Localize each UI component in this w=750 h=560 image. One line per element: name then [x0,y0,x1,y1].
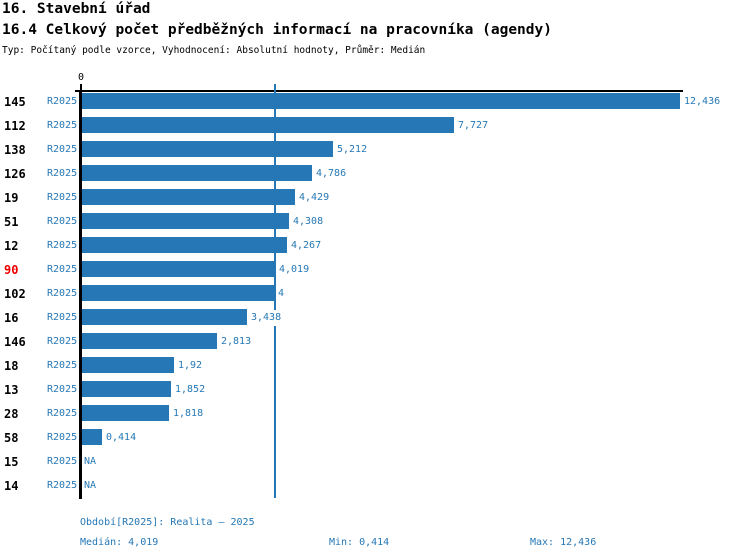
row-bar [82,309,248,325]
row-period-label: R2025 [47,96,78,107]
row-category-label: 12 [4,239,19,253]
row-category-label: 112 [4,119,26,133]
row-category-label: 126 [4,167,26,181]
row-value-label: 5,212 [337,142,368,158]
row-period-label: R2025 [47,144,78,155]
row-bar [82,405,170,421]
row-category-label: 16 [4,311,19,325]
row-value-label: 7,727 [458,118,489,134]
chart-row: 145 R2025 12,436 [0,92,750,116]
row-bar [82,141,333,157]
row-value-label: 1,852 [175,382,206,398]
row-period-label: R2025 [47,408,78,419]
chart-row: 15 R2025 NA [0,452,750,476]
chart-row: 90 R2025 4,019 [0,260,750,284]
row-period-label: R2025 [47,288,78,299]
footer-min-label: Min: 0,414 [329,537,390,548]
row-period-label: R2025 [47,312,78,323]
chart-row: 16 R2025 3,438 [0,308,750,332]
row-category-label: 13 [4,383,19,397]
row-bar [82,333,218,349]
chart-row: 146 R2025 2,813 [0,332,750,356]
row-period-label: R2025 [47,240,78,251]
row-bar [82,261,276,277]
row-value-label: 4 [278,286,285,302]
row-category-label: 28 [4,407,19,421]
row-bar [82,213,290,229]
chart-row: 13 R2025 1,852 [0,380,750,404]
row-bar [82,189,295,205]
footer-max-label: Max: 12,436 [530,537,597,548]
median-reference-line [274,84,276,498]
row-period-label: R2025 [47,216,78,227]
row-period-label: R2025 [47,264,78,275]
chart-row: 58 R2025 0,414 [0,428,750,452]
chart-row: 14 R2025 NA [0,476,750,500]
row-bar [82,237,288,253]
chart-row: 12 R2025 4,267 [0,236,750,260]
row-value-label: 4,786 [316,166,347,182]
row-period-label: R2025 [47,432,78,443]
row-period-label: R2025 [47,456,78,467]
x-axis-zero-label: 0 [77,72,85,83]
row-value-label: 3,438 [251,310,282,326]
row-value-label: 4,267 [291,238,322,254]
row-category-label: 146 [4,335,26,349]
row-bar [82,93,680,109]
row-bar [82,429,102,445]
chart-row: 18 R2025 1,92 [0,356,750,380]
row-value-label: NA [84,478,97,494]
chart-row: 51 R2025 4,308 [0,212,750,236]
row-period-label: R2025 [47,480,78,491]
row-value-label: 12,436 [684,94,721,110]
row-bar [82,165,313,181]
row-value-label: 4,308 [293,214,324,230]
chart-title: 16.4 Celkový počet předběžných informací… [2,22,552,38]
row-value-label: 4,429 [299,190,330,206]
row-period-label: R2025 [47,336,78,347]
row-category-label: 51 [4,215,19,229]
row-period-label: R2025 [47,360,78,371]
x-axis-line [75,90,683,92]
chart-row: 28 R2025 1,818 [0,404,750,428]
row-value-label: 1,92 [178,358,203,374]
chart-row: 126 R2025 4,786 [0,164,750,188]
row-category-label: 90 [4,263,19,277]
row-category-label: 19 [4,191,19,205]
chart-row: 138 R2025 5,212 [0,140,750,164]
row-period-label: R2025 [47,192,78,203]
chart-row: 112 R2025 7,727 [0,116,750,140]
row-category-label: 18 [4,359,19,373]
chart-row: 102 R2025 4 [0,284,750,308]
x-axis-zero-tick [80,84,82,91]
row-value-label: 4,019 [279,262,310,278]
chart-subtitle: Typ: Počítaný podle vzorce, Vyhodnocení:… [2,45,426,56]
page-title: 16. Stavební úřad [2,1,151,17]
row-bar [82,381,172,397]
footer-median-label: Medián: 4,019 [80,537,159,548]
y-axis-line [79,90,82,499]
row-value-label: 0,414 [106,430,137,446]
row-bar [82,285,275,301]
row-category-label: 14 [4,479,19,493]
row-bar [82,117,454,133]
footer-period-label: Období[R2025]: Realita – 2025 [80,517,255,528]
row-period-label: R2025 [47,168,78,179]
row-category-label: 102 [4,287,26,301]
row-category-label: 58 [4,431,19,445]
row-value-label: NA [84,454,97,470]
row-period-label: R2025 [47,120,78,131]
row-category-label: 15 [4,455,19,469]
row-value-label: 2,813 [221,334,252,350]
row-bar [82,357,175,373]
chart-row: 19 R2025 4,429 [0,188,750,212]
row-category-label: 138 [4,143,26,157]
row-value-label: 1,818 [173,406,204,422]
row-category-label: 145 [4,95,26,109]
row-period-label: R2025 [47,384,78,395]
